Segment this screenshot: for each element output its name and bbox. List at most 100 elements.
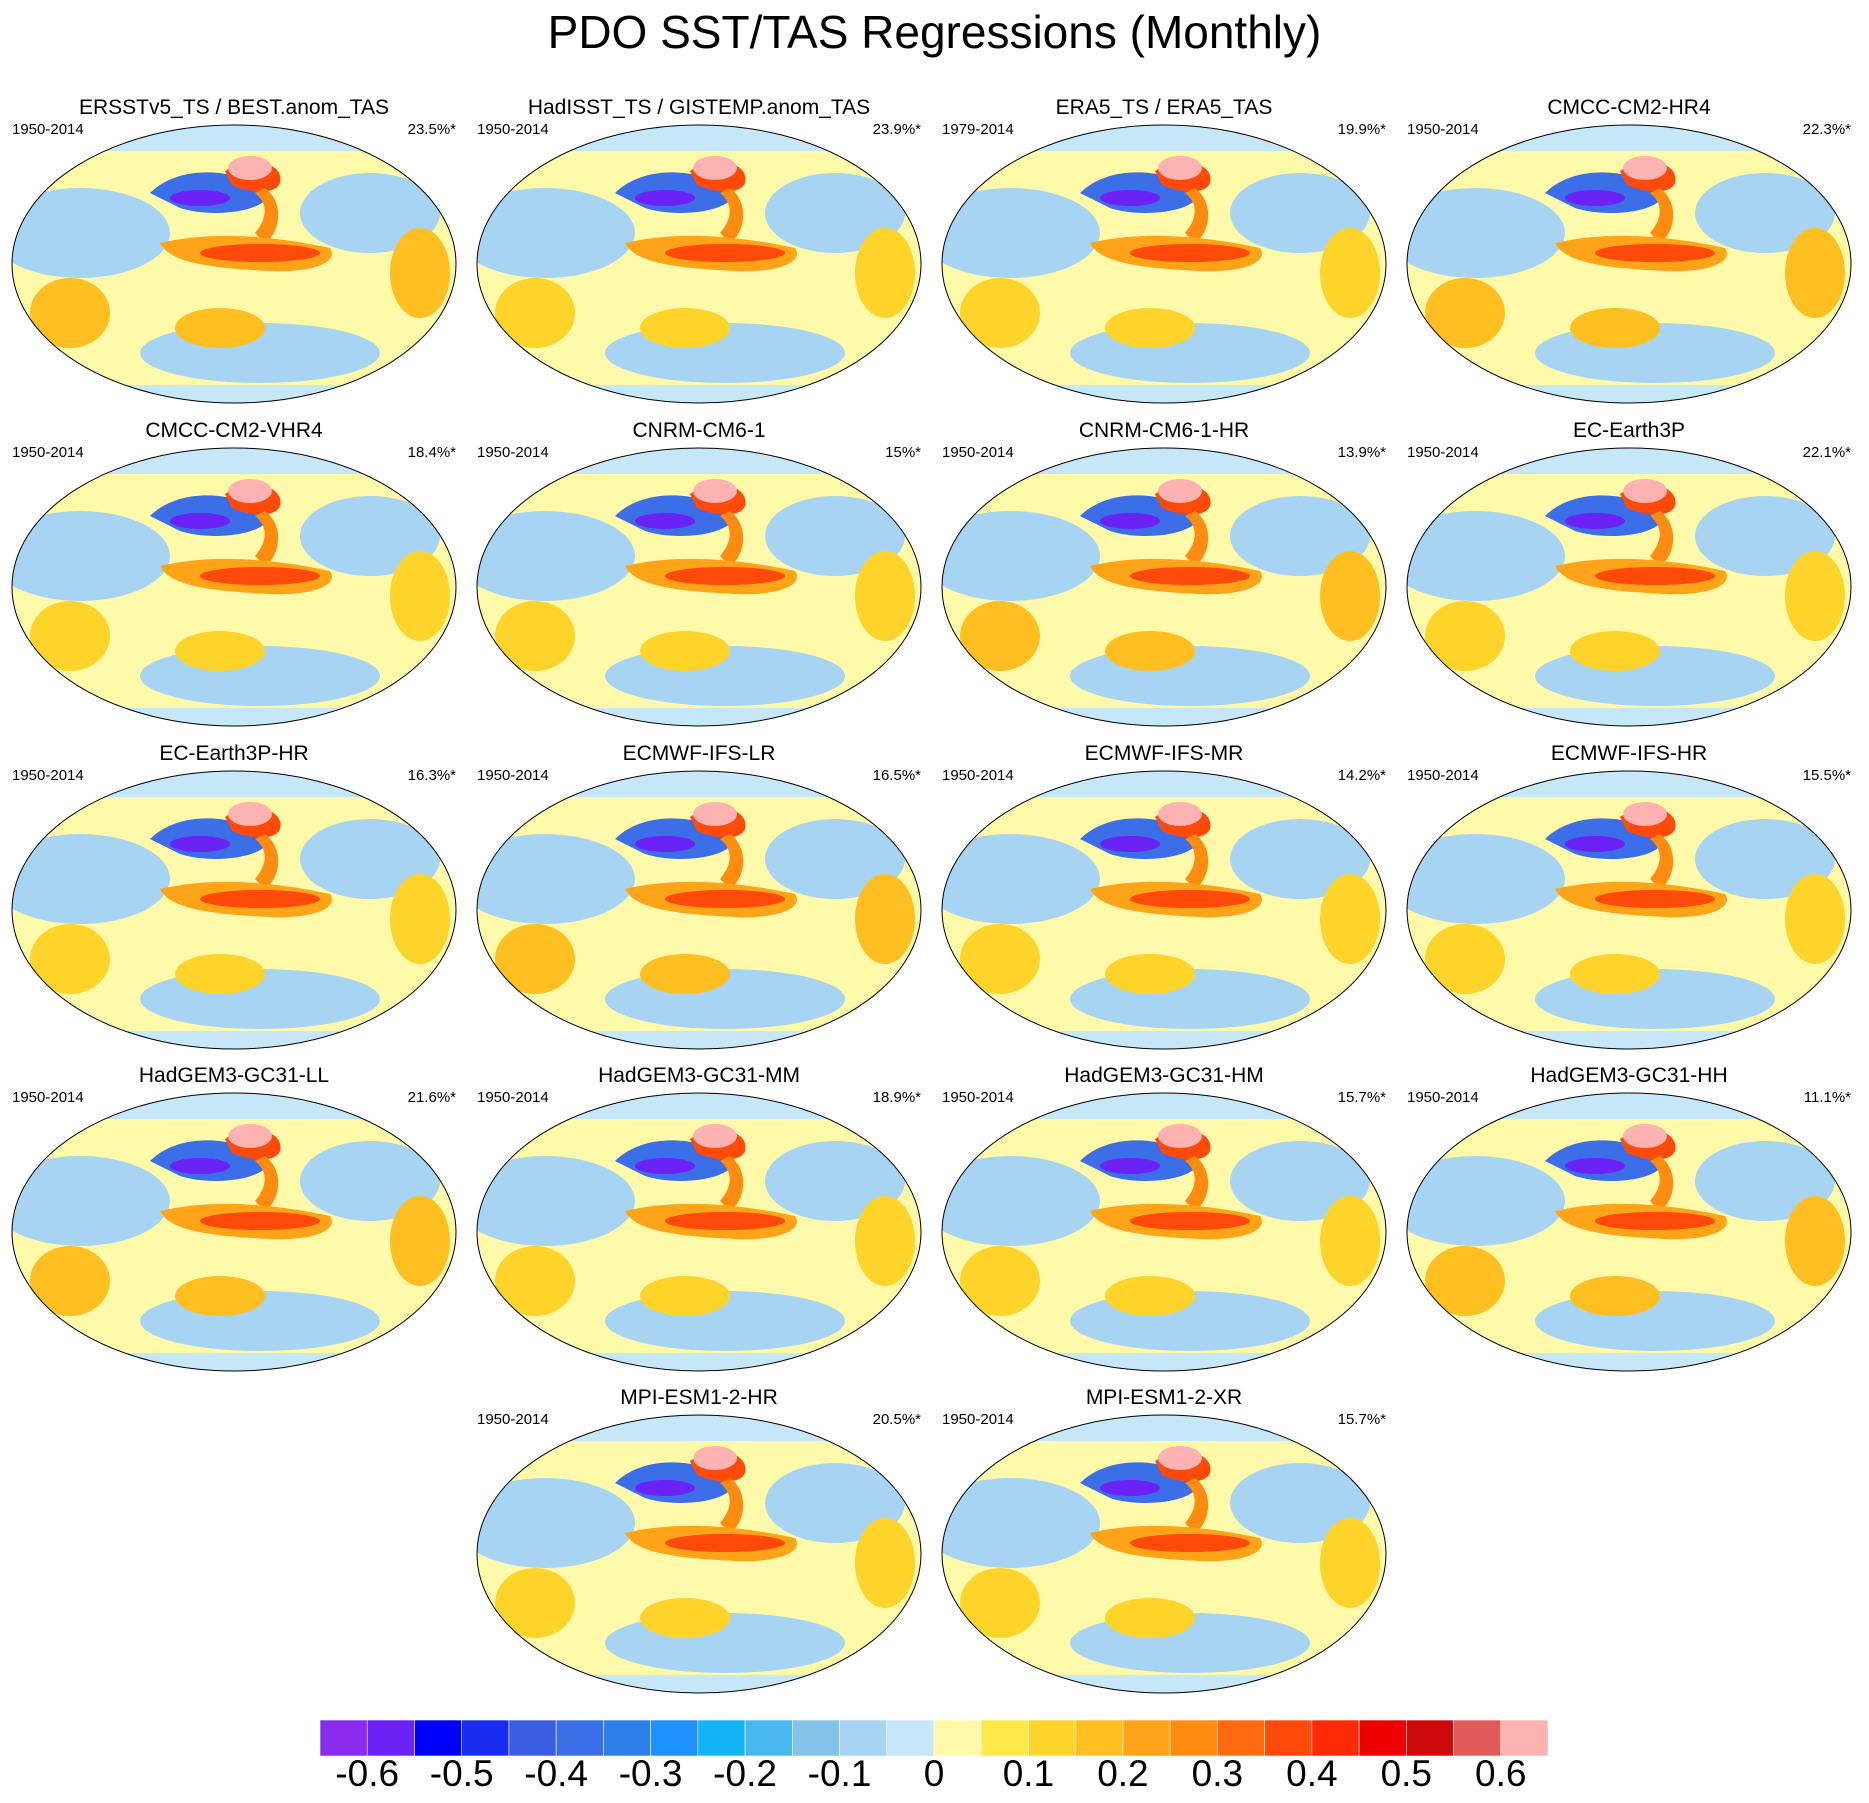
panel-variance-percent: 18.4%* [407,444,456,461]
colorbar-tick-label: -0.4 [524,1753,589,1794]
panel-variance-percent: 18.9%* [872,1089,921,1106]
colorbar-box [603,1720,651,1756]
regression-map [941,1414,1387,1694]
panel-years: 1950-2014 [477,121,549,138]
map-panel: ERA5_TS / ERA5_TAS 1979-2014 19.9%* [932,95,1396,413]
colorbar-box [933,1720,982,1756]
map-panel: MPI-ESM1-2-XR 1950-2014 15.7%* [932,1385,1396,1703]
map-panel: ERSSTv5_TS / BEST.anom_TAS 1950-2014 23.5%… [2,95,466,413]
map-panel: HadGEM3-GC31-HH 1950-2014 11.1%* [1397,1063,1861,1381]
colorbar-tick-label: 0.6 [1475,1753,1527,1794]
panel-title: ECMWF-IFS-HR [1550,742,1708,765]
panel-variance-percent: 15.7%* [1337,1089,1386,1106]
colorbar-box [980,1720,1029,1756]
colorbar-box [1122,1720,1171,1756]
colorbar-tick-label: 0.1 [1002,1753,1055,1794]
panel-title: MPI-ESM1-2-HR [620,1386,778,1409]
panel-years: 1950-2014 [477,444,549,461]
panel-title: MPI-ESM1-2-XR [1085,1386,1243,1409]
panel-years: 1950-2014 [12,444,84,461]
colorbar [320,1720,1548,1756]
map-panel: MPI-ESM1-2-HR 1950-2014 20.5%* [467,1385,931,1703]
colorbar-box [886,1720,935,1756]
panel-title: CMCC-CM2-VHR4 [145,419,323,442]
panel-title: ERSSTv5_TS / BEST.anom_TAS [78,96,390,119]
panel-years: 1950-2014 [942,767,1014,784]
panel-variance-percent: 22.3%* [1802,121,1851,138]
map-panel: HadGEM3-GC31-HM 1950-2014 15.7%* [932,1063,1396,1381]
regression-map [476,1414,922,1694]
colorbar-box [1406,1720,1454,1756]
map-panel: CMCC-CM2-VHR4 1950-2014 18.4%* [2,418,466,736]
panel-title: HadGEM3-GC31-MM [598,1064,800,1087]
panel-years: 1979-2014 [942,121,1014,138]
colorbar-box [1358,1720,1407,1756]
panel-variance-percent: 15.5%* [1802,767,1851,784]
panel-variance-percent: 23.9%* [872,121,921,138]
panel-variance-percent: 11.1%* [1803,1089,1851,1106]
panel-title: HadGEM3-GC31-LL [138,1064,330,1087]
colorbar-tick-label: 0.4 [1286,1753,1338,1794]
colorbar-box [1075,1720,1124,1756]
colorbar-tick-label: 0.5 [1380,1753,1433,1794]
regression-map [11,770,457,1050]
colorbar-box [1028,1720,1076,1756]
panel-years: 1950-2014 [12,767,84,784]
panel-years: 1950-2014 [942,1089,1014,1106]
panel-title: CNRM-CM6-1 [632,419,766,442]
colorbar-box [461,1720,510,1756]
panel-variance-percent: 21.6%* [407,1089,456,1106]
panel-variance-percent: 13.9%* [1337,444,1386,461]
regression-map [1406,447,1852,727]
map-panel: ECMWF-IFS-LR 1950-2014 16.5%* [467,741,931,1059]
colorbar-box [1453,1720,1502,1756]
regression-map [941,447,1387,727]
map-panel: ECMWF-IFS-MR 1950-2014 14.2%* [932,741,1396,1059]
panel-title: ECMWF-IFS-MR [1084,742,1244,765]
regression-map [476,447,922,727]
panel-years: 1950-2014 [12,121,84,138]
colorbar-box [697,1720,746,1756]
panel-title: ECMWF-IFS-LR [622,742,776,765]
panel-variance-percent: 19.9%* [1337,121,1386,138]
panel-title: HadGEM3-GC31-HH [1530,1064,1728,1087]
panel-variance-percent: 16.3%* [407,767,456,784]
panel-title: EC-Earth3P [1572,419,1686,442]
panel-variance-percent: 14.2%* [1337,767,1386,784]
map-panel: EC-Earth3P-HR 1950-2014 16.3%* [2,741,466,1059]
panel-years: 1950-2014 [1407,121,1479,138]
panel-years: 1950-2014 [1407,444,1479,461]
colorbar-box [1264,1720,1313,1756]
colorbar-tick-label: -0.2 [713,1753,777,1794]
panel-variance-percent: 22.1%* [1802,444,1851,461]
panel-title: EC-Earth3P-HR [159,742,309,765]
colorbar-box [366,1720,415,1756]
panel-years: 1950-2014 [477,1411,549,1428]
colorbar-tick-label: -0.3 [618,1753,683,1794]
colorbar-box [1169,1720,1218,1756]
panel-years: 1950-2014 [1407,767,1479,784]
panel-title: ERA5_TS / ERA5_TAS [1055,96,1273,119]
panel-years: 1950-2014 [942,444,1014,461]
regression-map [11,124,457,404]
colorbar-tick-label: 0.2 [1097,1753,1149,1794]
colorbar-tick-label: -0.1 [807,1753,872,1794]
colorbar-box [508,1720,557,1756]
regression-map [941,124,1387,404]
panel-title: HadISST_TS / GISTEMP.anom_TAS [527,96,871,119]
colorbar-box [744,1720,793,1756]
colorbar-box [1311,1720,1360,1756]
colorbar-box [1500,1720,1548,1756]
regression-map [11,447,457,727]
map-panel: EC-Earth3P 1950-2014 22.1%* [1397,418,1861,736]
colorbar-box [414,1720,462,1756]
panel-variance-percent: 15%* [885,444,921,461]
map-panel: ECMWF-IFS-HR 1950-2014 15.5%* [1397,741,1861,1059]
colorbar-tick-label: 0.3 [1191,1753,1244,1794]
regression-map [11,1092,457,1372]
panel-title: HadGEM3-GC31-HM [1064,1064,1264,1087]
regression-map [941,1092,1387,1372]
colorbar-tick-label: -0.5 [429,1753,494,1794]
colorbar-tick-label: 0 [923,1753,945,1794]
panel-title: CMCC-CM2-HR4 [1547,96,1711,119]
